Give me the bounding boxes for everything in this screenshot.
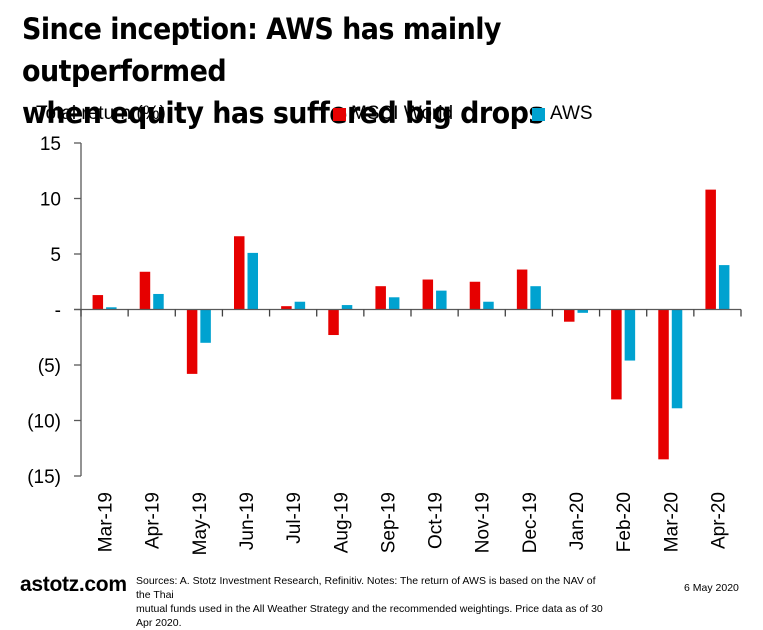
bar-aws-dec-19 <box>530 286 541 310</box>
y-tick-label: 5 <box>50 245 61 266</box>
bar-msci-world-apr-20 <box>705 189 716 310</box>
bar-aws-may-19 <box>200 309 211 343</box>
legend-label-aws: AWS <box>550 103 593 124</box>
bar-aws-jun-19 <box>247 252 258 310</box>
bar-msci-world-apr-19 <box>139 271 151 310</box>
legend-swatch-aws <box>532 107 545 121</box>
y-tick-label: (5) <box>38 356 61 377</box>
y-axis-label: Total return (%) <box>36 103 166 124</box>
x-tick-label: Dec-19 <box>520 492 541 553</box>
x-tick-label: Jun-19 <box>237 492 258 550</box>
brand-logo: astotz.com <box>20 573 127 596</box>
bar-aws-mar-19 <box>106 307 117 310</box>
bar-aws-feb-20 <box>624 309 636 361</box>
bar-aws-aug-19 <box>341 305 353 310</box>
y-tick-label: - <box>55 301 61 322</box>
bar-aws-jan-20 <box>577 309 588 313</box>
legend-item-aws: AWS <box>532 103 593 125</box>
chart-title-line-1: Since inception: AWS has mainly outperfo… <box>22 12 502 88</box>
bar-msci-world-feb-20 <box>611 309 622 400</box>
x-tick-label: May-19 <box>190 492 211 555</box>
legend-swatch-msci-world <box>333 107 346 121</box>
y-tick-label: 15 <box>40 134 61 155</box>
x-tick-label: Jul-19 <box>284 492 305 544</box>
x-tick-label: Jan-20 <box>567 492 588 550</box>
bar-msci-world-jan-20 <box>564 309 575 322</box>
y-tick-label: (15) <box>27 467 61 488</box>
source-notes-line-2: mutual funds used in the All Weather Str… <box>136 603 603 629</box>
bar-msci-world-sep-19 <box>375 286 386 310</box>
x-tick-label: Mar-20 <box>661 492 682 552</box>
bar-aws-apr-20 <box>718 265 730 310</box>
bar-chart: 15 10 5 - (5) (10) (15) Mar-19 Apr-19 May-19 Jun-1… <box>27 134 742 555</box>
legend-label-msci-world: MSCI World <box>351 103 454 124</box>
source-notes: Sources: A. Stotz Investment Research, R… <box>136 574 606 630</box>
publish-date: 6 May 2020 <box>684 582 739 594</box>
x-tick-label: Apr-20 <box>708 492 729 549</box>
bar-aws-apr-19 <box>153 293 164 310</box>
bar-aws-mar-20 <box>671 309 683 409</box>
chart-title: Since inception: AWS has mainly outperfo… <box>22 8 710 134</box>
x-tick-label: Apr-19 <box>143 492 164 549</box>
bar-msci-world-dec-19 <box>516 269 528 310</box>
bar-msci-world-jul-19 <box>281 306 292 310</box>
bar-aws-jul-19 <box>294 301 306 310</box>
y-tick-label: 10 <box>40 190 61 211</box>
x-tick-label: Aug-19 <box>331 492 352 553</box>
y-tick-label: (10) <box>27 412 61 433</box>
bar-msci-world-oct-19 <box>422 279 434 310</box>
x-tick-label: Feb-20 <box>614 492 635 552</box>
x-tick-label: Oct-19 <box>426 492 447 549</box>
bar-msci-world-nov-19 <box>469 281 481 310</box>
chart-title-line-2: when equity has suffered big drops <box>22 96 544 130</box>
bar-aws-oct-19 <box>436 290 447 310</box>
bar-msci-world-mar-19 <box>92 295 104 310</box>
source-notes-line-1: Sources: A. Stotz Investment Research, R… <box>136 575 596 601</box>
legend-item-msci-world: MSCI World <box>333 103 453 125</box>
bar-msci-world-jun-19 <box>234 236 245 310</box>
bar-aws-sep-19 <box>388 297 400 310</box>
bar-msci-world-mar-20 <box>658 309 669 460</box>
bar-msci-world-may-19 <box>186 309 198 374</box>
bar-msci-world-aug-19 <box>328 309 339 336</box>
bar-aws-nov-19 <box>483 301 494 310</box>
x-tick-label: Sep-19 <box>378 492 399 553</box>
x-tick-label: Mar-19 <box>96 492 117 552</box>
x-tick-label: Nov-19 <box>473 492 494 553</box>
